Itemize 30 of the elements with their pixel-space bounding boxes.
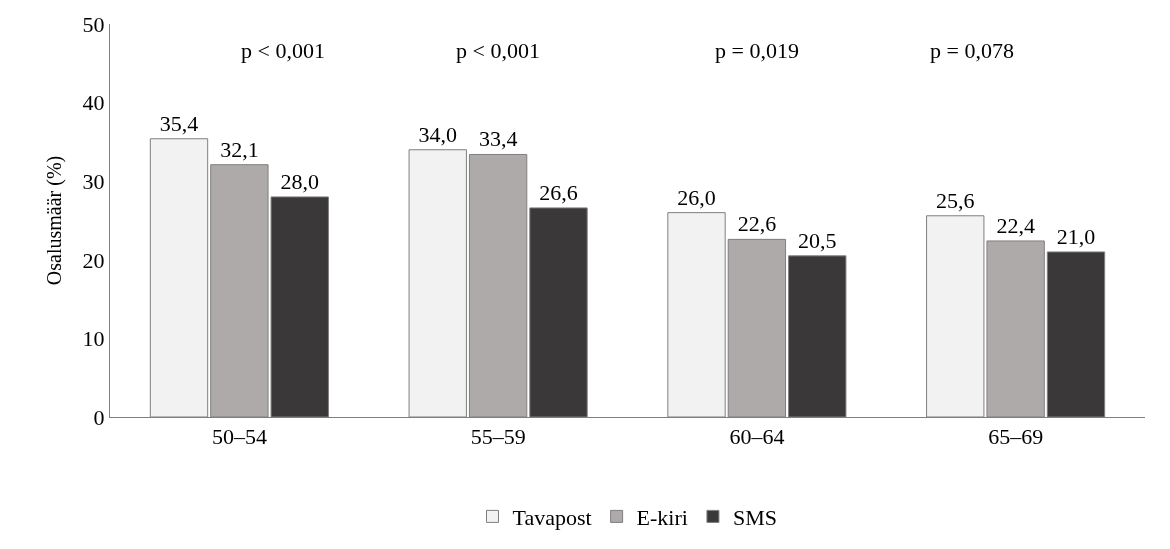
data-label: 35,4: [159, 110, 199, 136]
y-axis-title: Osalusmäär (%): [43, 155, 67, 286]
x-tick-label: 65–69: [988, 424, 1044, 450]
annotation: p = 0,078: [930, 38, 1014, 63]
y-tick-label: 40: [82, 90, 105, 116]
y-tick-label: 10: [82, 326, 105, 352]
data-label: 26,0: [677, 184, 716, 210]
data-label: 20,5: [798, 227, 837, 253]
data-label: 21,0: [1056, 223, 1096, 249]
data-label: 33,4: [478, 126, 518, 152]
x-tick-label: 55–59: [470, 424, 526, 450]
annotation: p < 0,001: [241, 38, 325, 63]
data-label: 22,6: [737, 211, 777, 237]
legend-label: Tavapost: [512, 504, 592, 530]
data-label: 22,4: [996, 212, 1035, 238]
annotation: p < 0,001: [456, 38, 540, 63]
y-tick-label: 30: [82, 168, 105, 194]
y-tick-label: 50: [82, 11, 105, 37]
data-label: 25,6: [936, 187, 975, 213]
legend-label: SMS: [732, 504, 777, 530]
legend-label: E-kiri: [636, 504, 688, 530]
data-label: 32,1: [220, 136, 259, 162]
data-label: 34,0: [418, 121, 457, 147]
y-tick-label: 0: [93, 404, 105, 430]
y-tick-label: 20: [82, 247, 105, 273]
data-label: 26,6: [539, 179, 578, 205]
x-tick-label: 50–54: [211, 424, 267, 450]
annotation: p = 0,019: [715, 38, 799, 63]
x-tick-label: 60–64: [729, 424, 785, 450]
data-label: 28,0: [280, 168, 319, 194]
